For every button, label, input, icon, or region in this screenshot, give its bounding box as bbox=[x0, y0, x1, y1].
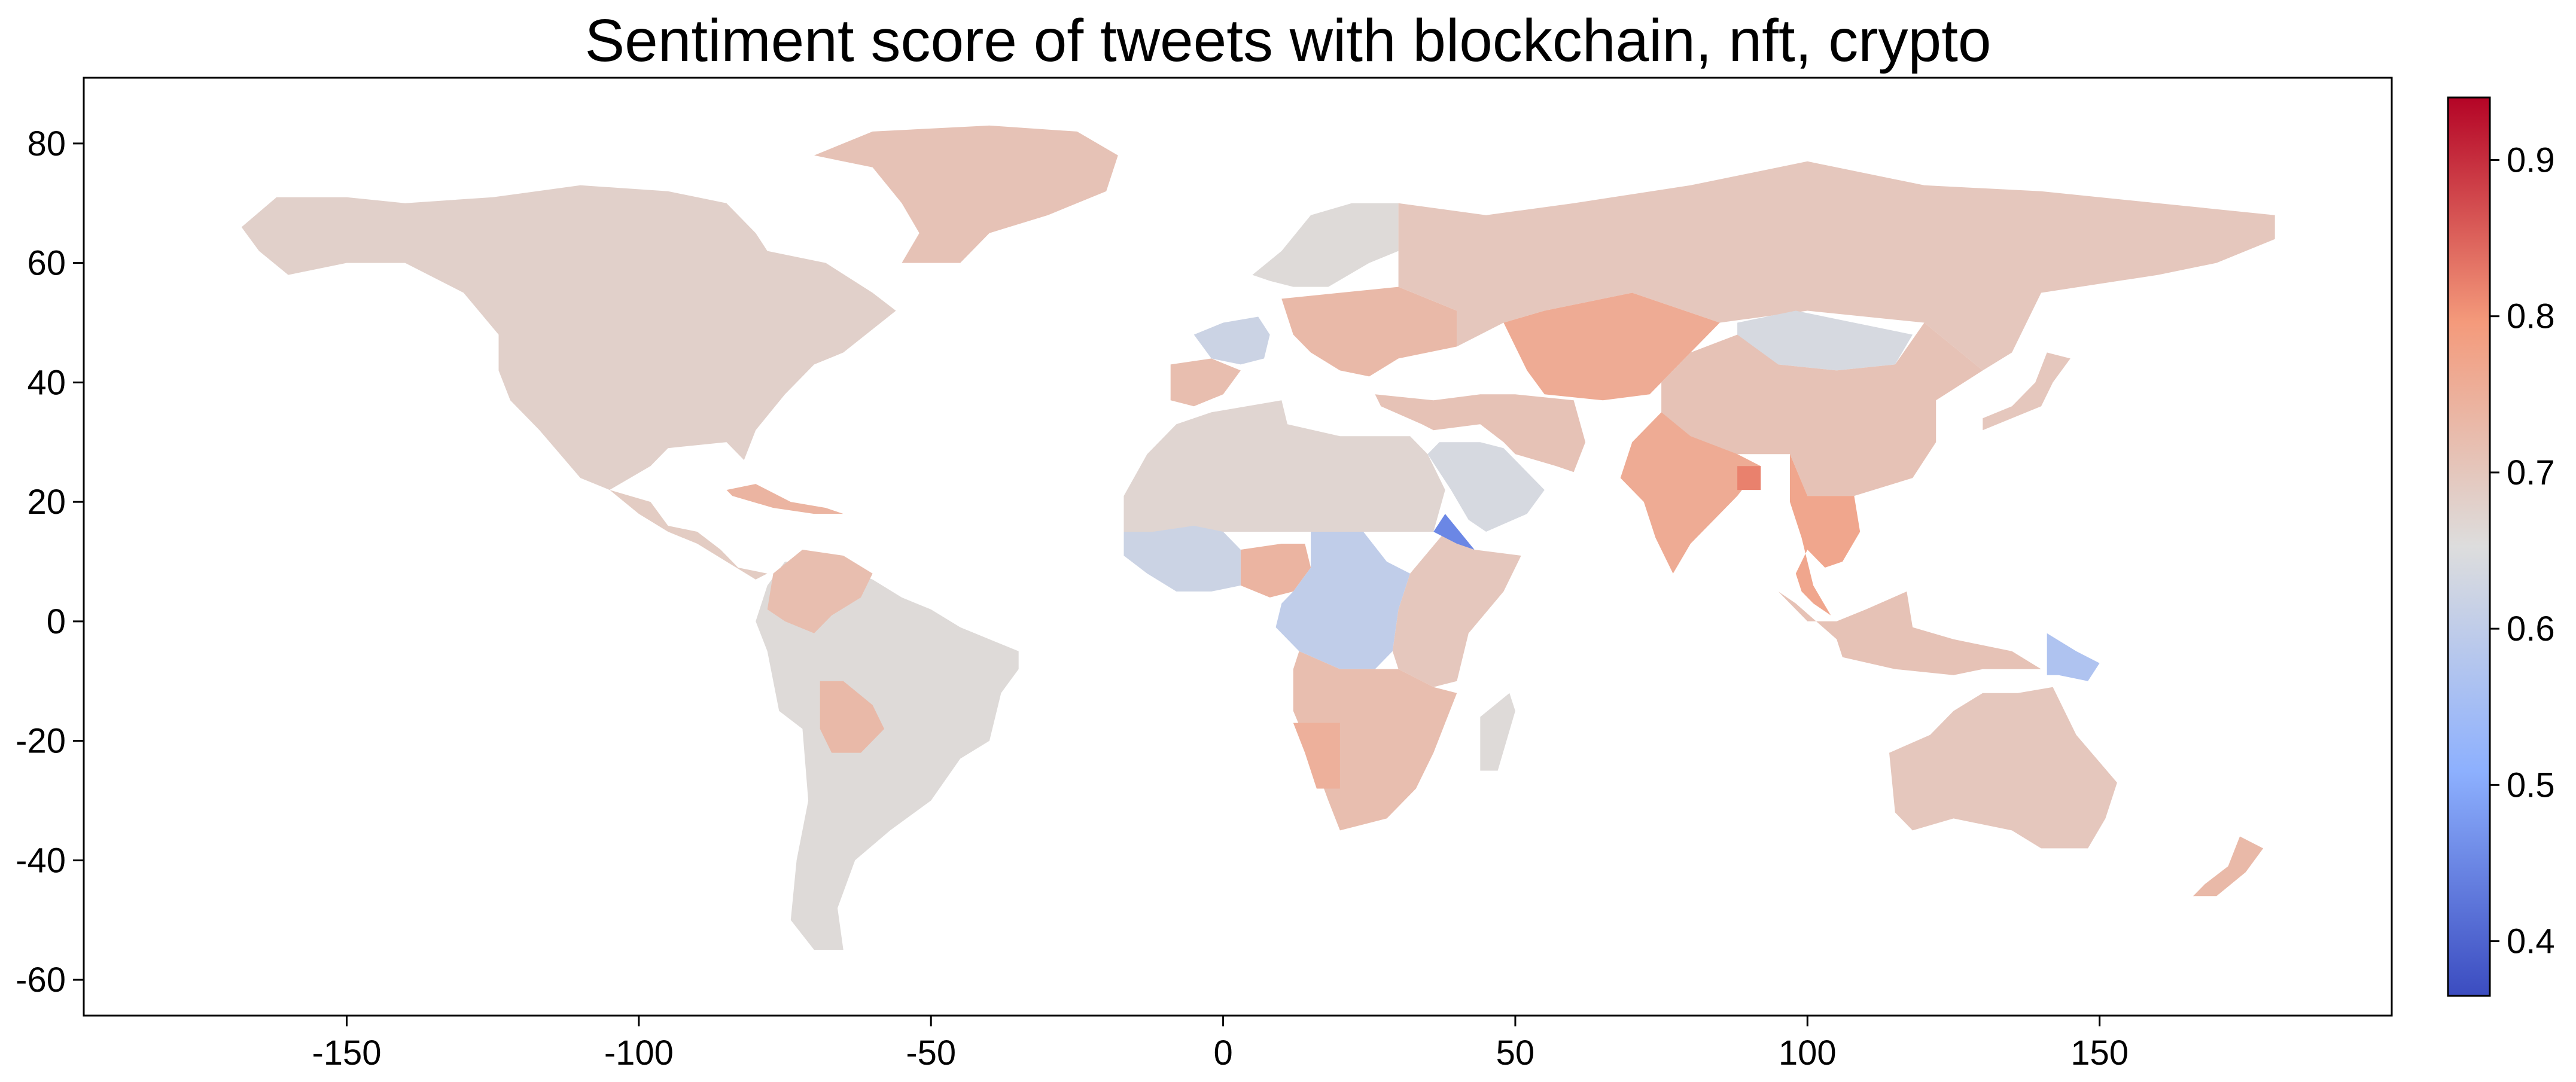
region-china bbox=[1661, 322, 1983, 496]
region-papua-new-guinea bbox=[2047, 633, 2100, 681]
y-tick-label: 20 bbox=[27, 483, 66, 522]
x-axis: -150 -100 -50 0 50 100 150 bbox=[312, 1016, 2129, 1072]
region-new-zealand bbox=[2193, 836, 2264, 897]
region-indonesia bbox=[1778, 591, 2041, 675]
region-southeast-asia bbox=[1790, 454, 1861, 615]
region-east-africa bbox=[1392, 532, 1521, 687]
x-tick-label: -50 bbox=[906, 1034, 956, 1072]
region-bolivia bbox=[820, 681, 885, 753]
region-colombia-venezuela bbox=[767, 550, 873, 633]
y-tick-label: 40 bbox=[27, 363, 66, 402]
region-central-africa bbox=[1275, 532, 1411, 669]
region-northern-europe bbox=[1252, 203, 1399, 287]
region-western-europe bbox=[1193, 316, 1270, 365]
colorbar-tick-label: 0.8 bbox=[2507, 297, 2555, 336]
y-axis: -60 -40 -20 0 20 40 60 80 bbox=[16, 124, 84, 999]
region-mongolia bbox=[1737, 310, 1913, 371]
region-central-america bbox=[610, 490, 768, 580]
colorbar-tick-label: 0.6 bbox=[2507, 609, 2555, 648]
y-tick-label: 0 bbox=[47, 602, 66, 641]
land-layer bbox=[241, 125, 2275, 950]
region-eritrea bbox=[1433, 514, 1475, 550]
x-tick-label: 50 bbox=[1496, 1034, 1535, 1072]
region-bangladesh bbox=[1737, 466, 1761, 490]
x-tick-label: 0 bbox=[1213, 1034, 1232, 1072]
region-eastern-europe bbox=[1281, 286, 1457, 377]
region-india bbox=[1620, 412, 1761, 574]
region-saudi-arabia bbox=[1427, 442, 1545, 532]
x-tick-label: -100 bbox=[604, 1034, 674, 1072]
colorbar-tick-label: 0.4 bbox=[2507, 922, 2555, 961]
region-kazakhstan-central-asia bbox=[1503, 292, 1720, 401]
y-tick-label: -40 bbox=[16, 841, 66, 880]
region-japan bbox=[1983, 352, 2070, 431]
colorbar-ticks: 0.4 0.5 0.6 0.7 0.8 0.9 bbox=[2490, 141, 2555, 961]
region-west-africa bbox=[1123, 526, 1241, 592]
y-tick-label: -20 bbox=[16, 722, 66, 761]
region-greenland bbox=[814, 125, 1118, 263]
region-north-america bbox=[241, 185, 896, 490]
colorbar-tick-label: 0.5 bbox=[2507, 766, 2555, 804]
colorbar-tick-label: 0.9 bbox=[2507, 141, 2555, 179]
region-middle-east bbox=[1375, 394, 1586, 473]
y-tick-label: -60 bbox=[16, 961, 66, 999]
x-tick-label: -150 bbox=[312, 1034, 381, 1072]
region-caribbean bbox=[726, 484, 844, 514]
colorbar-tick-label: 0.7 bbox=[2507, 453, 2555, 492]
region-australia bbox=[1889, 687, 2117, 849]
x-tick-label: 150 bbox=[2070, 1034, 2129, 1072]
region-madagascar bbox=[1480, 693, 1515, 771]
region-nigeria bbox=[1240, 544, 1311, 598]
y-tick-label: 80 bbox=[27, 124, 66, 163]
x-tick-label: 100 bbox=[1779, 1034, 1837, 1072]
y-tick-label: 60 bbox=[27, 244, 66, 283]
region-spain bbox=[1170, 358, 1241, 407]
chart-title: Sentiment score of tweets with blockchai… bbox=[584, 7, 1992, 74]
region-namibia bbox=[1293, 723, 1340, 789]
region-russia bbox=[1398, 161, 2275, 371]
region-south-america bbox=[756, 562, 1019, 950]
colorbar bbox=[2447, 96, 2491, 997]
region-north-africa bbox=[1123, 400, 1445, 532]
